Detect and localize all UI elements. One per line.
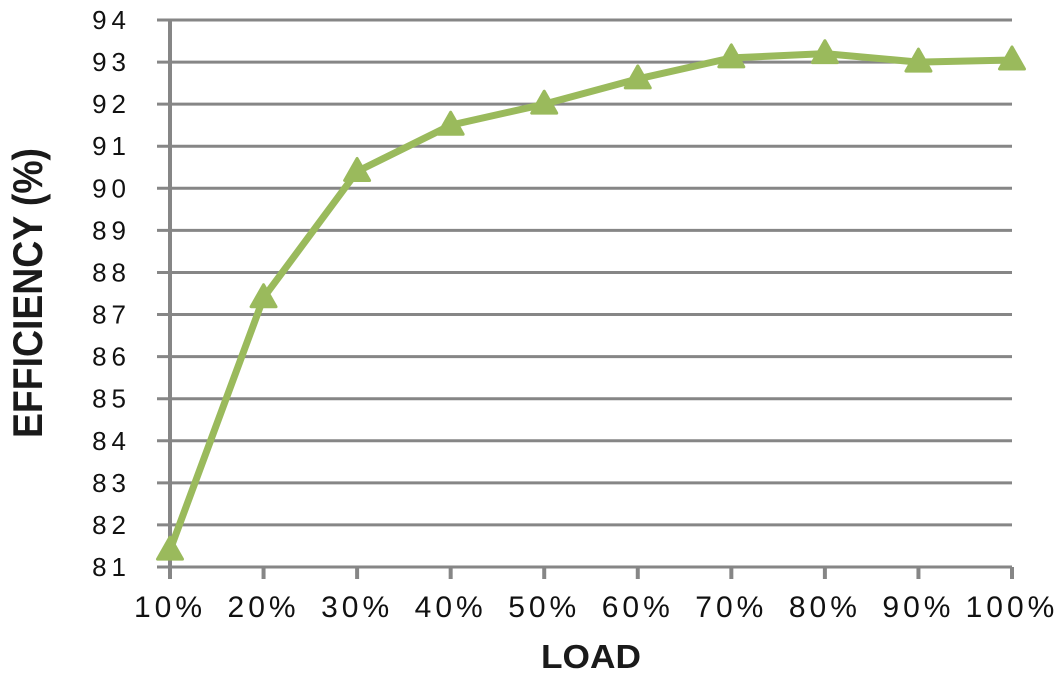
y-tick-label: 91: [92, 131, 131, 161]
y-tick-label: 88: [92, 257, 131, 287]
y-tick-label: 86: [92, 342, 131, 372]
data-point-marker: [249, 283, 278, 309]
x-tick-label: 20%: [228, 591, 300, 624]
y-tick-label: 82: [92, 510, 131, 540]
data-point-marker: [810, 39, 839, 65]
plot-area: 81 82 83 84 85 86 87 88 89 90 91 92 93 94 10% 20% 30% 40%…: [92, 5, 1055, 624]
y-tick-label: 89: [92, 215, 131, 245]
x-tick-label: 10%: [134, 591, 206, 624]
data-point-marker: [343, 156, 372, 182]
data-point-marker: [623, 64, 652, 90]
x-tick-label: 90%: [882, 591, 954, 624]
x-tick-label: 40%: [415, 591, 487, 624]
data-point-marker: [998, 45, 1026, 71]
data-point-marker: [436, 110, 465, 136]
y-tick-label: 93: [92, 47, 131, 77]
x-tick-label: 100%: [966, 591, 1055, 624]
y-tick-label: 92: [92, 89, 131, 119]
x-axis-title: LOAD: [541, 638, 641, 675]
data-point-marker: [904, 47, 933, 73]
x-tick-label: 60%: [602, 591, 674, 624]
series-line: [166, 50, 1016, 554]
y-tick-label: 81: [92, 552, 131, 582]
y-tick-label: 87: [92, 300, 131, 330]
y-axis-title: EFFICIENCY (%): [4, 148, 51, 438]
data-point-marker: [717, 43, 746, 69]
y-tick-label: 84: [92, 426, 131, 456]
y-tick-label: 85: [92, 384, 131, 414]
data-point-marker: [530, 89, 559, 115]
x-tick-label: 50%: [508, 591, 580, 624]
x-tick-label: 80%: [789, 591, 861, 624]
y-tick-label: 94: [92, 5, 131, 35]
data-point-marker: [156, 535, 184, 561]
y-tick-label: 83: [92, 468, 131, 498]
x-tick-label: 70%: [695, 591, 767, 624]
y-tick-label: 90: [92, 173, 131, 203]
x-tick-label: 30%: [321, 591, 393, 624]
